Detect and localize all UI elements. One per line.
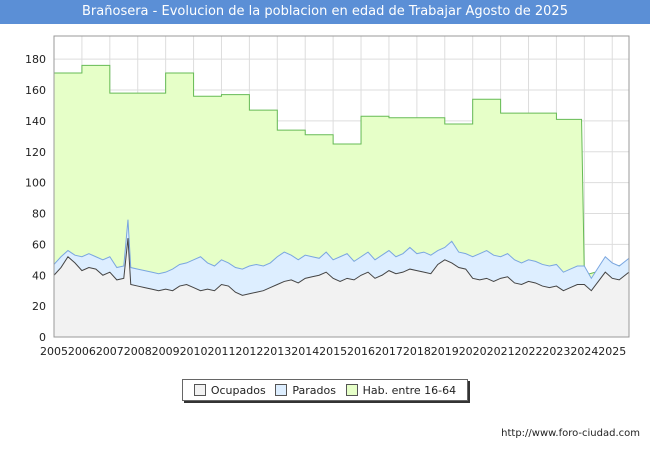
x-tick-label: 2007 — [96, 345, 124, 358]
x-tick-label: 2020 — [459, 345, 487, 358]
footer-url[interactable]: http://www.foro-ciudad.com — [501, 428, 640, 439]
x-tick-label: 2017 — [375, 345, 403, 358]
y-tick-label: 180 — [25, 53, 46, 66]
series-area-ocupados — [54, 238, 629, 337]
x-tick-label: 2023 — [542, 345, 570, 358]
legend-item-parados: Parados — [275, 384, 336, 397]
x-tick-label: 2009 — [152, 345, 180, 358]
x-tick-label: 2010 — [180, 345, 208, 358]
x-tick-label: 2012 — [235, 345, 263, 358]
legend-label-parados: Parados — [292, 383, 336, 397]
x-tick-label: 2008 — [124, 345, 152, 358]
x-tick-label: 2021 — [487, 345, 515, 358]
x-tick-label: 2018 — [403, 345, 431, 358]
legend-label-ocupados: Ocupados — [210, 383, 266, 397]
x-tick-label: 2025 — [598, 345, 626, 358]
series-line-parados — [53, 219, 630, 280]
legend: Ocupados Parados Hab. entre 16-64 — [182, 379, 468, 401]
legend-label-hab: Hab. entre 16-64 — [362, 383, 457, 397]
x-tick-label: 2014 — [291, 345, 319, 358]
y-tick-label: 0 — [39, 331, 46, 344]
x-tick-label: 2006 — [68, 345, 96, 358]
series-line-hab — [54, 64, 630, 276]
series-line-ocupados — [53, 238, 630, 296]
x-tick-label: 2015 — [319, 345, 347, 358]
legend-item-ocupados: Ocupados — [193, 383, 266, 397]
y-tick-label: 20 — [32, 300, 46, 313]
y-tick-label: 120 — [25, 146, 46, 159]
x-tick-label: 2022 — [515, 345, 543, 358]
x-tick-label: 2011 — [207, 345, 235, 358]
y-tick-label: 80 — [32, 208, 46, 221]
legend-swatch-ocupados — [193, 384, 206, 396]
x-tick-label: 2016 — [347, 345, 375, 358]
x-tick-label: 2005 — [40, 345, 68, 358]
legend-swatch-hab — [345, 384, 358, 396]
y-tick-label: 60 — [32, 238, 46, 251]
x-tick-label: 2013 — [263, 345, 291, 358]
y-tick-label: 160 — [25, 84, 46, 97]
legend-swatch-parados — [275, 384, 288, 396]
area-chart: 0 20 40 60 80 100 120 140 160 180 2005 2006 2007 2008… — [25, 35, 630, 358]
x-tick-label: 2024 — [570, 345, 598, 358]
chart-title: Brañosera - Evolucion de la poblacion en… — [0, 0, 650, 24]
y-tick-label: 100 — [25, 177, 46, 190]
y-tick-label: 40 — [32, 269, 46, 282]
y-tick-label: 140 — [25, 115, 46, 128]
x-tick-label: 2019 — [431, 345, 459, 358]
legend-item-hab: Hab. entre 16-64 — [345, 383, 457, 397]
plot-frame — [53, 35, 630, 338]
